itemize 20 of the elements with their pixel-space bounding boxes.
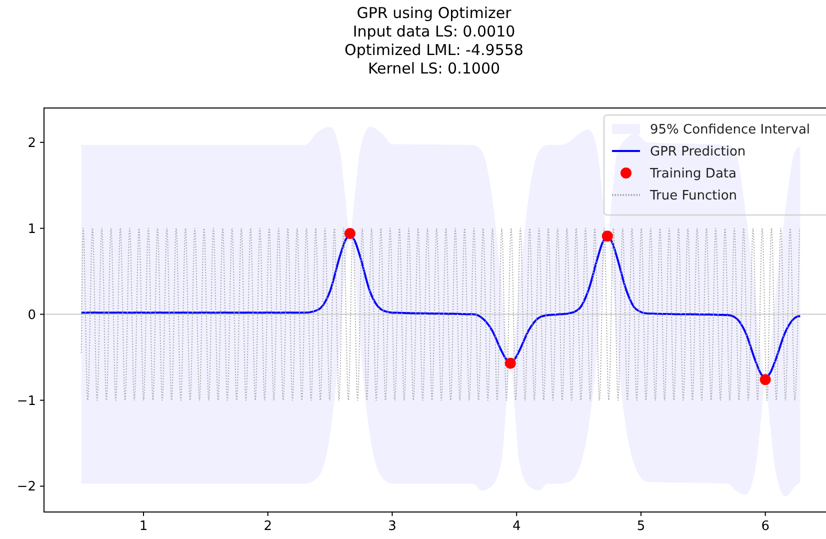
annotation: 95% Confidence Interval [650, 122, 810, 138]
x-tick-label: 6 [761, 519, 770, 534]
y-tick-label: −1 [16, 394, 36, 409]
x-tick-label: 3 [388, 519, 396, 534]
x-tick-label: 1 [139, 519, 148, 534]
y-tick-label: 2 [28, 136, 36, 151]
point [602, 230, 613, 242]
point [504, 358, 516, 369]
legend-label: Training Data [649, 166, 736, 182]
y-tick-label: −2 [16, 480, 36, 495]
y-tick-label: 0 [28, 308, 36, 323]
x-tick-label: 5 [636, 519, 646, 534]
point [344, 228, 356, 239]
x-tick-label: 2 [264, 519, 272, 534]
legend-label: GPR Prediction [650, 144, 746, 160]
legend-label: True Function [649, 188, 738, 204]
x-tick-label: 4 [512, 519, 521, 534]
chart-title: GPR using Optimizer Input data LS: 0.0010 Optimized LML: -4.9558 Kernel LS: 0.1000 [344, 4, 524, 78]
y-tick-label: 1 [28, 222, 36, 237]
point [760, 374, 771, 386]
